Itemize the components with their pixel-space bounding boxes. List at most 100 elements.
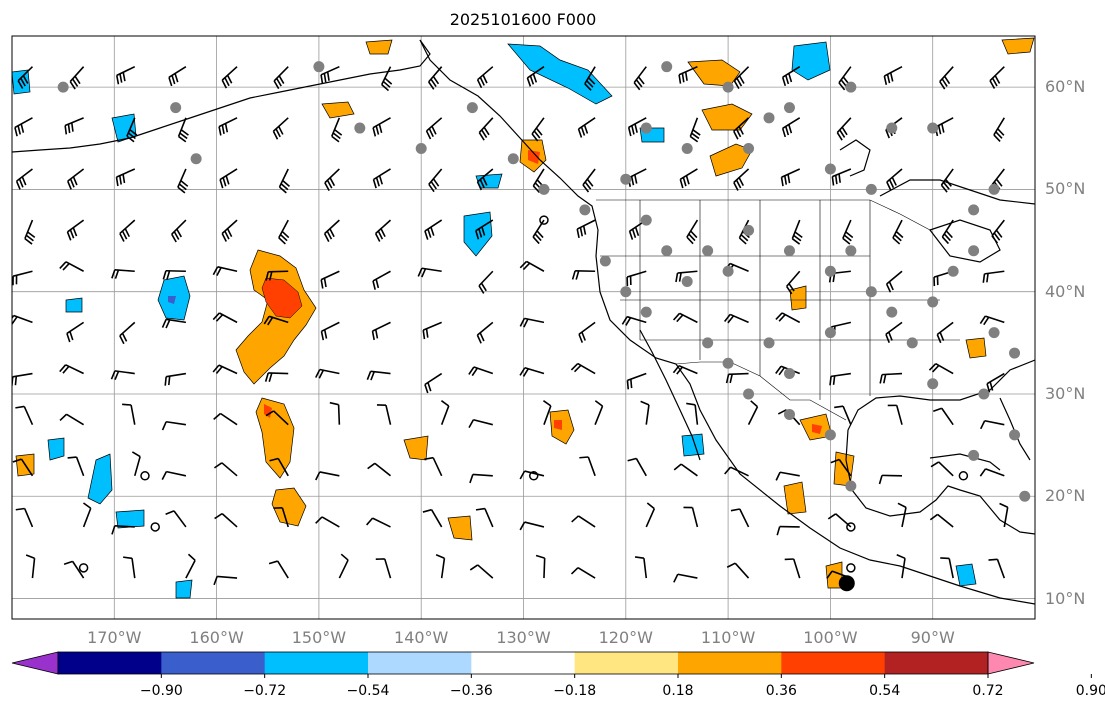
wind-barb bbox=[331, 117, 343, 143]
station-dot bbox=[783, 245, 795, 257]
calm-circle bbox=[846, 522, 856, 532]
wind-barb bbox=[428, 168, 443, 193]
wind-barb bbox=[66, 321, 85, 343]
wind-barb bbox=[417, 267, 442, 278]
station-dot bbox=[722, 357, 734, 369]
wind-barb bbox=[582, 168, 596, 193]
wind-barb bbox=[221, 66, 238, 89]
wind-barb bbox=[940, 168, 954, 193]
coastline-baja bbox=[639, 329, 701, 461]
coastline-canada-east bbox=[879, 179, 1035, 205]
wind-barb bbox=[111, 525, 135, 535]
wind-barb bbox=[213, 412, 238, 426]
wind-barb bbox=[579, 456, 596, 477]
wind-barb bbox=[268, 560, 289, 579]
wind-barb bbox=[675, 270, 698, 283]
wind-barb bbox=[425, 117, 443, 140]
station-dot bbox=[661, 61, 673, 73]
wind-barb bbox=[376, 404, 392, 425]
longitude-label: 150°W bbox=[291, 628, 347, 647]
latitude-label: 20°N bbox=[1045, 486, 1086, 506]
wind-barb bbox=[315, 516, 340, 528]
wind-barb bbox=[571, 270, 596, 280]
colorbar-tick-label: −0.54 bbox=[346, 683, 390, 699]
wind-barb bbox=[542, 400, 552, 425]
colorbar-tick-label: 0.36 bbox=[765, 683, 797, 699]
colorbar-bin bbox=[471, 652, 576, 674]
station-dot bbox=[865, 183, 877, 195]
colorbar-bin bbox=[368, 652, 472, 674]
marker-dot bbox=[838, 575, 855, 592]
wind-barb bbox=[324, 168, 340, 192]
wind-barb bbox=[827, 513, 852, 528]
wind-barb bbox=[161, 470, 187, 480]
wind-barb bbox=[214, 512, 238, 528]
wind-barb bbox=[59, 261, 84, 272]
wind-barb bbox=[15, 405, 34, 425]
longitude-label: 110°W bbox=[700, 628, 756, 647]
wind-barb bbox=[422, 508, 443, 528]
wind-barb bbox=[185, 553, 196, 579]
state-lines bbox=[600, 200, 960, 400]
wind-barb bbox=[115, 65, 136, 85]
wind-barb bbox=[168, 66, 187, 87]
wind-barb bbox=[594, 400, 604, 425]
wind-barb bbox=[67, 456, 85, 477]
colorbar-tick-label: −0.36 bbox=[449, 683, 493, 699]
wind-barb bbox=[165, 510, 187, 528]
coastline-alaska bbox=[12, 39, 431, 153]
wind-barb bbox=[372, 168, 391, 189]
anomaly-area bbox=[255, 397, 295, 479]
wind-barb bbox=[791, 219, 803, 245]
wind-barb bbox=[272, 117, 289, 140]
wind-barb bbox=[584, 66, 596, 91]
wind-barb bbox=[940, 557, 954, 579]
wind-barb bbox=[110, 370, 135, 380]
wind-barb bbox=[171, 219, 187, 243]
wind-barb bbox=[621, 315, 647, 326]
wind-barb bbox=[381, 66, 393, 92]
wind-barb bbox=[686, 402, 699, 425]
wind-barb bbox=[478, 117, 494, 141]
anomaly-shading bbox=[12, 37, 1035, 599]
anomaly-area bbox=[507, 43, 613, 105]
station-markers bbox=[57, 61, 1031, 592]
anomaly-area bbox=[447, 515, 473, 541]
station-dot bbox=[170, 102, 182, 114]
anomaly-area bbox=[528, 150, 540, 164]
station-dot bbox=[968, 245, 980, 257]
wind-barb bbox=[982, 270, 1005, 283]
station-dot bbox=[620, 173, 632, 185]
anomaly-area bbox=[554, 420, 562, 430]
wind-barb bbox=[269, 457, 289, 477]
station-dot bbox=[599, 255, 611, 267]
anomaly-area bbox=[264, 404, 272, 418]
anomaly-area bbox=[115, 509, 145, 529]
wind-barb bbox=[640, 400, 650, 425]
wind-barb bbox=[929, 513, 954, 528]
colorbar-tick-label: 0.54 bbox=[869, 683, 901, 699]
wind-barb bbox=[726, 562, 750, 579]
station-dot bbox=[845, 81, 857, 93]
latitude-label: 60°N bbox=[1045, 77, 1086, 97]
wind-barb bbox=[989, 66, 1005, 89]
colorbar-tick-label: −0.90 bbox=[139, 683, 183, 699]
wind-barb bbox=[177, 168, 189, 194]
wind-barb bbox=[315, 368, 340, 379]
wind-barb bbox=[476, 321, 494, 344]
wind-barb bbox=[829, 372, 851, 386]
station-dot bbox=[763, 112, 775, 124]
wind-barb bbox=[896, 553, 906, 579]
station-dot bbox=[978, 388, 990, 400]
station-dot bbox=[886, 122, 898, 134]
latitude-label: 40°N bbox=[1045, 281, 1086, 301]
wind-barb bbox=[82, 502, 92, 528]
wind-barb bbox=[17, 66, 34, 89]
station-dot bbox=[1019, 490, 1031, 502]
wind-barb bbox=[683, 506, 699, 528]
calm-circle bbox=[846, 563, 856, 573]
wind-barb bbox=[320, 65, 340, 84]
station-dot bbox=[783, 368, 795, 380]
wind-barb bbox=[885, 321, 903, 343]
wind-barb bbox=[673, 463, 698, 477]
